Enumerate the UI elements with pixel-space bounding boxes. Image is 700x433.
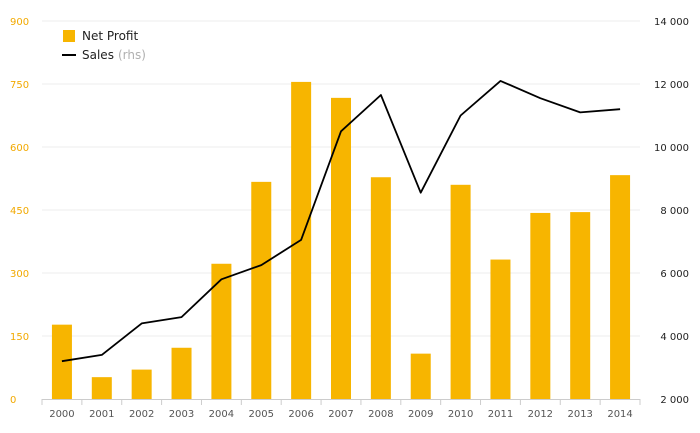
- y-left-tick-label: 900: [10, 17, 29, 28]
- x-tick-label: 2005: [249, 409, 274, 420]
- x-tick-label: 2013: [567, 409, 592, 420]
- bar: [370, 177, 391, 399]
- x-tick-label: 2011: [488, 409, 513, 420]
- bar: [570, 212, 591, 399]
- x-tick-label: 2007: [328, 409, 353, 420]
- x-tick-label: 2009: [408, 409, 433, 420]
- x-tick-label: 2004: [209, 409, 234, 420]
- bar: [410, 353, 431, 399]
- x-tick-label: 2010: [448, 409, 473, 420]
- bar: [530, 212, 551, 399]
- bar: [490, 259, 511, 399]
- y-left-tick-label: 450: [10, 206, 29, 217]
- x-tick-label: 2014: [607, 409, 632, 420]
- y-right-tick-label: 10 000: [654, 143, 689, 154]
- y-left-tick-label: 750: [10, 80, 29, 91]
- legend-label-sales: Sales: [82, 48, 114, 62]
- y-right-tick-label: 8 000: [660, 206, 689, 217]
- axis-layer: 0 150 300 450 600 750 900 2 000 4 000 6 000 8 000 1…: [10, 17, 689, 420]
- y-right-tick-label: 12 000: [654, 80, 689, 91]
- bar: [251, 181, 272, 399]
- sales-line: [61, 80, 621, 363]
- x-tick-label: 2008: [368, 409, 393, 420]
- x-tick-label: 2001: [89, 409, 114, 420]
- y-right-tick-label: 14 000: [654, 17, 689, 28]
- legend-suffix-sales: (rhs): [118, 48, 146, 62]
- x-tick-label: 2003: [169, 409, 194, 420]
- bar-layer: [51, 81, 631, 400]
- bar: [211, 263, 232, 399]
- y-right-tick-label: 4 000: [660, 332, 689, 343]
- y-right-tick-label: 6 000: [660, 269, 689, 280]
- line-layer: [61, 80, 621, 363]
- legend-label-net-profit: Net Profit: [82, 29, 138, 43]
- y-right-tick-label: 2 000: [660, 395, 689, 406]
- bar: [131, 369, 152, 399]
- y-left-tick-label: 150: [10, 332, 29, 343]
- bar: [331, 97, 351, 400]
- legend-swatch-net-profit: [63, 30, 75, 42]
- x-tick-label: 2002: [129, 409, 154, 420]
- bar: [51, 324, 72, 399]
- x-tick-label: 2000: [49, 409, 74, 420]
- bar: [171, 347, 192, 399]
- bar: [91, 377, 112, 399]
- x-tick-label: 2006: [288, 409, 313, 420]
- legend: Net Profit Sales (rhs): [62, 29, 146, 62]
- y-left-tick-label: 600: [10, 143, 29, 154]
- y-left-tick-label: 0: [10, 395, 16, 406]
- bar: [610, 175, 631, 399]
- bar: [450, 184, 471, 399]
- y-left-tick-label: 300: [10, 269, 29, 280]
- x-tick-label: 2012: [528, 409, 553, 420]
